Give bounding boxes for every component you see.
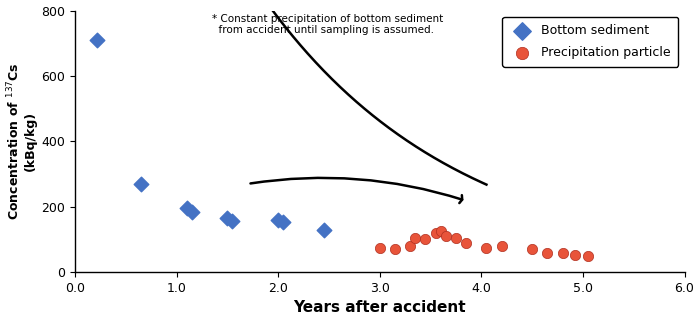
Precipitation particle [430, 230, 441, 236]
Precipitation particle [496, 243, 507, 248]
Text: * Constant precipitation of bottom sediment
  from accident until sampling is as: * Constant precipitation of bottom sedim… [212, 14, 443, 35]
Precipitation particle [435, 229, 447, 234]
Precipitation particle [405, 243, 416, 248]
Bottom sediment [186, 209, 197, 214]
Bottom sediment [181, 206, 193, 211]
Bottom sediment [227, 219, 238, 224]
Y-axis label: Concentration of $^{137}$Cs
(kBq/kg): Concentration of $^{137}$Cs (kBq/kg) [6, 63, 37, 220]
Precipitation particle [440, 233, 452, 238]
Precipitation particle [374, 245, 386, 250]
Precipitation particle [542, 250, 553, 255]
Bottom sediment [318, 227, 330, 232]
Precipitation particle [557, 251, 568, 256]
Precipitation particle [481, 245, 492, 250]
Precipitation particle [420, 237, 431, 242]
Legend: Bottom sediment, Precipitation particle: Bottom sediment, Precipitation particle [503, 17, 678, 66]
Precipitation particle [461, 240, 472, 245]
Precipitation particle [389, 247, 400, 252]
Bottom sediment [136, 181, 147, 187]
Precipitation particle [569, 253, 580, 258]
Precipitation particle [582, 253, 594, 258]
Bottom sediment [278, 220, 289, 225]
Precipitation particle [526, 247, 538, 252]
Bottom sediment [222, 216, 233, 221]
Precipitation particle [410, 235, 421, 240]
Precipitation particle [450, 235, 461, 240]
X-axis label: Years after accident: Years after accident [293, 300, 466, 316]
Bottom sediment [272, 217, 284, 222]
Bottom sediment [92, 38, 103, 43]
